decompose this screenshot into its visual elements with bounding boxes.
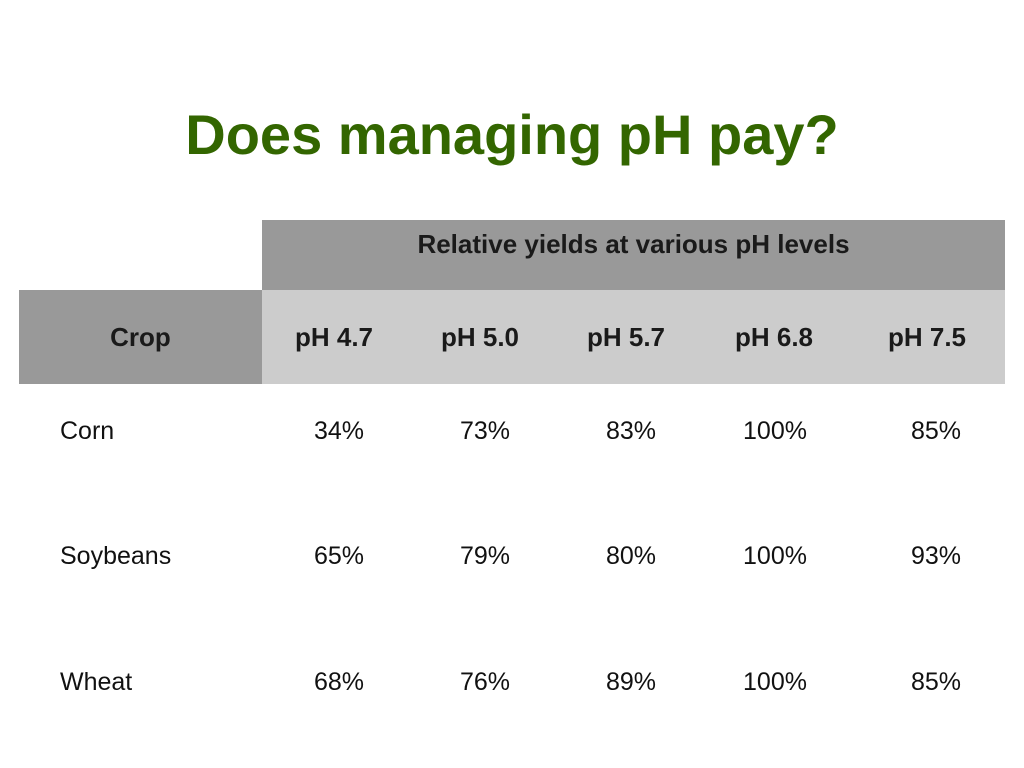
yield-cell: 89% xyxy=(605,668,657,696)
yield-cell: 93% xyxy=(910,542,962,570)
yield-cell: 73% xyxy=(459,417,511,445)
yield-cell: 100% xyxy=(743,542,807,570)
yield-cell: 85% xyxy=(910,668,962,696)
yield-cell: 65% xyxy=(313,542,365,570)
ph-header-band xyxy=(262,290,1005,384)
ph-column-header: pH 5.7 xyxy=(586,321,666,352)
yield-cell: 76% xyxy=(459,668,511,696)
crop-name: Wheat xyxy=(60,668,133,696)
yield-cell: 79% xyxy=(459,542,511,570)
yield-cell: 85% xyxy=(910,417,962,445)
yield-cell: 100% xyxy=(743,417,807,445)
slide-title: Does managing pH pay? xyxy=(185,103,839,166)
ph-column-header: pH 6.8 xyxy=(734,321,814,352)
crop-column-header: Crop xyxy=(19,290,262,384)
yield-cell: 34% xyxy=(313,417,365,445)
yield-cell: 100% xyxy=(743,668,807,696)
yield-cell: 80% xyxy=(605,542,657,570)
crop-name: Corn xyxy=(60,417,115,445)
yield-cell: 83% xyxy=(605,417,657,445)
crop-name: Soybeans xyxy=(60,542,172,570)
ph-column-header: pH 7.5 xyxy=(887,321,967,352)
yield-cell: 68% xyxy=(313,668,365,696)
group-header: Relative yields at various pH levels xyxy=(262,220,1005,290)
ph-column-header: pH 5.0 xyxy=(440,321,520,352)
crop-column-header-label: Crop xyxy=(110,321,171,352)
ph-column-header: pH 4.7 xyxy=(294,321,374,352)
group-header-label: Relative yields at various pH levels xyxy=(417,228,850,259)
